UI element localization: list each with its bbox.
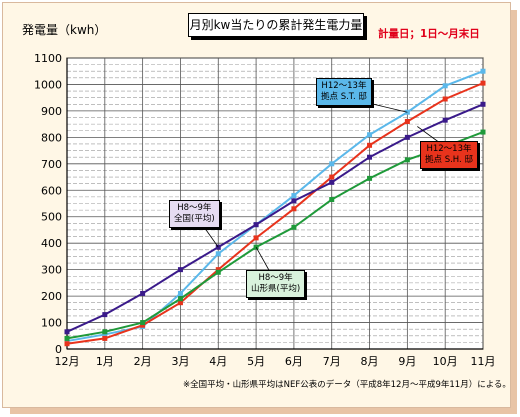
data-point [367, 142, 373, 148]
data-point [329, 161, 335, 167]
callout-yamagata: H8～9年 山形県(平均) [246, 270, 306, 298]
callout-yamagata-line1: H8～9年 [258, 273, 293, 283]
x-tick-label: 2月 [134, 355, 152, 368]
y-tick-label: 1100 [34, 52, 62, 65]
data-point [140, 320, 146, 326]
data-point [329, 174, 335, 180]
x-tick-label: 6月 [285, 355, 303, 368]
y-tick-label: 0 [55, 343, 62, 356]
callout-st-line1: H12～13年 [321, 81, 367, 91]
data-point [64, 341, 70, 347]
callout-sh: H12～13年 拠点 S.H. 邸 [420, 141, 478, 169]
x-tick-label: 5月 [247, 355, 265, 368]
data-point [102, 335, 108, 341]
data-point [177, 296, 183, 302]
data-point [177, 300, 183, 306]
y-tick-label: 600 [41, 184, 62, 197]
y-axis-label: 発電量（kwh） [22, 23, 107, 37]
data-point [367, 154, 373, 160]
data-point [215, 267, 221, 273]
data-point [215, 251, 221, 257]
data-point [253, 222, 259, 228]
x-tick-label: 3月 [171, 355, 189, 368]
callout-pointer [203, 226, 219, 248]
data-point [177, 267, 183, 273]
callout-st-line2: 拠点 S.T. 邸 [321, 92, 367, 102]
data-point [64, 335, 70, 341]
series-line [66, 131, 484, 340]
data-point [404, 118, 410, 124]
callout-national: H8～9年 全国(平均) [169, 200, 220, 228]
callout-pointer [417, 126, 441, 144]
y-tick-label: 100 [41, 317, 62, 330]
x-tick-label: 7月 [323, 355, 341, 368]
series-line [66, 82, 484, 345]
x-tick-label: 12月 [55, 355, 80, 368]
measurement-note: 計量日；1日～月末日 [378, 28, 480, 40]
data-point [480, 68, 486, 74]
callout-national-line2: 全国(平均) [174, 214, 215, 224]
y-tick-label: 700 [41, 158, 62, 171]
data-point [480, 80, 486, 86]
data-point [102, 329, 108, 335]
data-point [442, 117, 448, 123]
data-point [140, 290, 146, 296]
y-tick-label: 800 [41, 131, 62, 144]
y-tick-label: 500 [41, 211, 62, 224]
callout-yamagata-line2: 山形県(平均) [251, 284, 301, 294]
data-point [329, 179, 335, 185]
data-point [291, 224, 297, 230]
data-point [102, 312, 108, 318]
data-point [253, 235, 259, 241]
series-line [66, 103, 484, 333]
data-point [177, 290, 183, 296]
x-tick-label: 1月 [96, 355, 114, 368]
data-point [442, 96, 448, 102]
data-point [215, 269, 221, 275]
x-tick-label: 9月 [398, 355, 416, 368]
chart-title: 月別kw当たりの累計発生電力量 [188, 13, 364, 37]
callout-sh-line1: H12～13年 [426, 144, 472, 154]
y-tick-label: 1000 [34, 78, 62, 91]
x-tick-label: 8月 [361, 355, 379, 368]
y-tick-label: 200 [41, 290, 62, 303]
callout-pointer [255, 246, 271, 273]
data-point [102, 331, 108, 337]
data-point [480, 101, 486, 107]
data-point [291, 193, 297, 199]
callout-national-line1: H8～9年 [177, 203, 212, 213]
x-tick-label: 10月 [433, 355, 458, 368]
y-tick-label: 400 [41, 237, 62, 250]
y-tick-label: 300 [41, 264, 62, 277]
data-point [329, 197, 335, 203]
callout-sh-line2: 拠点 S.H. 邸 [425, 155, 473, 165]
data-point [291, 206, 297, 212]
data-point [291, 198, 297, 204]
data-point [367, 132, 373, 138]
data-point [64, 338, 70, 344]
data-point [442, 83, 448, 89]
y-tick-label: 900 [41, 105, 62, 118]
data-point [64, 329, 70, 335]
data-point [404, 157, 410, 163]
data-point [367, 175, 373, 181]
data-point [480, 129, 486, 135]
x-tick-label: 4月 [209, 355, 227, 368]
callout-st: H12～13年 拠点 S.T. 邸 [316, 78, 372, 106]
data-point [140, 322, 146, 328]
footnote: ※全国平均・山形県平均はNEF公表のデータ（平成8年12月～平成9年11月）によ… [183, 380, 511, 390]
x-tick-label: 11月 [471, 355, 496, 368]
data-point [404, 134, 410, 140]
